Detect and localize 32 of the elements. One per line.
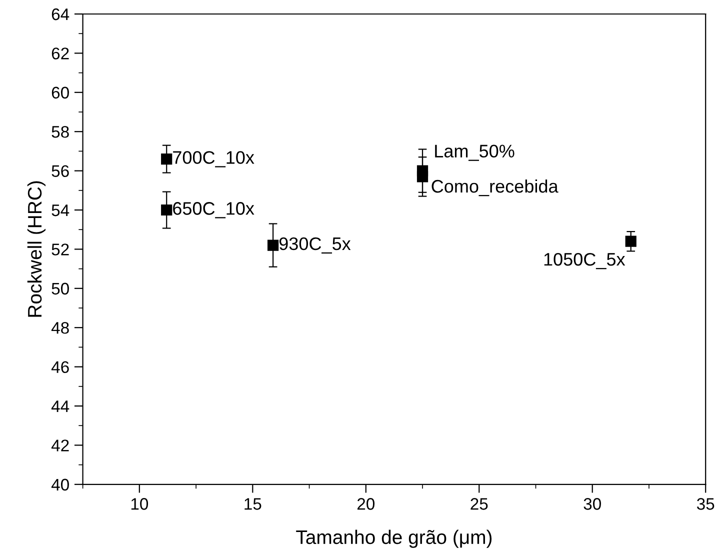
annotation: 650C_10x [173,202,254,218]
annotation: 1050C_5x [544,252,626,270]
y-tick-label: 40 [51,478,69,491]
x-tick-label: 15 [244,498,262,510]
y-tick-label: 58 [52,126,69,138]
y-tick-label: 54 [52,204,70,216]
y-tick-label: 48 [51,322,69,334]
annotation: 930C_5x [279,237,351,254]
x-tick-label: 35 [696,498,714,510]
y-tick-label: 52 [52,244,69,256]
y-tick-label: 46 [51,361,69,374]
y-tick-label: 42 [51,440,69,452]
y-tick-label: 44 [51,400,70,412]
y-axis-title: Rockwell (HRC) [27,181,46,317]
x-tick-label: 10 [131,498,148,510]
point [416,171,428,182]
y-tick-label: 56 [52,165,69,178]
point [267,240,279,251]
annotation: Lam_50% [435,144,514,161]
y-tick-label: 62 [52,48,69,60]
x-tick-label: 30 [584,498,601,510]
y-tick-label: 50 [52,282,69,295]
x-axis-title: Tamanho de grão (μm) [296,530,492,548]
x-tick-label: 25 [470,498,488,510]
point [161,153,172,165]
point [161,204,172,216]
y-tick-label: 64 [52,8,70,20]
x-tick-label: 20 [357,498,375,510]
point [625,236,636,247]
y-tick-label: 60 [52,86,69,99]
annotation: Como_recebida [432,179,558,196]
annotation: 700C_10x [173,151,254,168]
